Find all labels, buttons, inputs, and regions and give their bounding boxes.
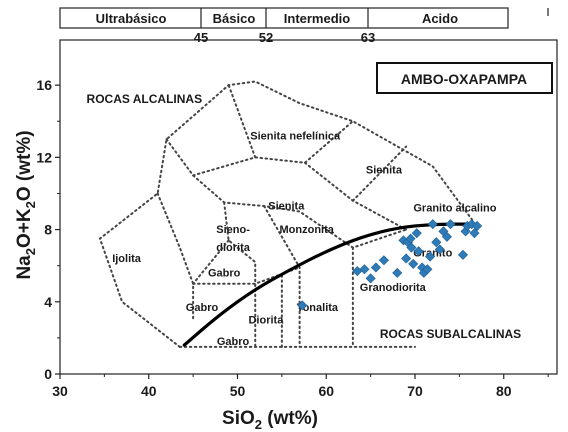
data-point [392,267,403,278]
data-point [378,255,389,266]
title-frame [376,62,553,94]
top-scale-label: Acido [422,11,458,26]
y-axis-label: Na2O+K2O (wt%) [14,130,38,279]
y-tick-label: 0 [44,366,52,382]
divider-curve [182,222,470,347]
region-label: diorita [216,242,250,254]
data-point [457,249,468,260]
y-tick-label: 12 [36,149,52,165]
field-boundary [227,84,257,159]
x-tick-label: 60 [318,383,334,399]
data-point [460,226,471,237]
data-point [401,253,412,264]
x-axis-label: SiO2 (wt%) [222,408,318,432]
region-label: Sienita [268,201,305,213]
region-label: Gabro [217,336,250,348]
data-point [365,273,376,284]
region-label: ROCAS ALCALINAS [87,92,203,106]
top-scale-label: Básico [213,11,256,26]
field-boundary [223,201,257,348]
data-point [445,219,456,230]
data-point [422,264,433,275]
region-label: Granito alcalino [413,203,496,215]
boundary-label: 52 [259,30,273,45]
x-tick-label: 50 [230,383,246,399]
data-point [297,300,308,311]
y-tick-label: 4 [44,294,52,310]
data-point [466,219,477,230]
x-tick-label: 80 [496,383,512,399]
region-label: Sieno- [216,224,250,236]
data-point [406,242,417,253]
title-box: AMBO-OXAPAMPA [376,62,553,94]
region-label: Monzonita [280,224,335,236]
data-point [405,233,416,244]
data-point [427,219,438,230]
top-scale: Ultrabásico Básico Intermedio Acido 45 5… [59,7,509,45]
region-label: Ijolita [112,253,142,265]
field-boundary [192,266,301,285]
data-point [434,244,445,255]
data-point [472,220,483,231]
region-label: Gabro [186,302,219,314]
top-scale-label: Intermedio [284,11,351,26]
top-scale-frame [59,7,509,29]
x-tick-label: 70 [407,383,423,399]
data-point [441,231,452,242]
data-point [352,266,363,277]
top-scale-label: Ultrabásico [96,11,167,26]
region-label: Tonalita [297,302,339,314]
data-point [413,246,424,257]
alkaline-subalkaline-curve [182,222,470,347]
y-tick-label: 16 [36,77,52,93]
x-tick-label: 40 [141,383,157,399]
region-label: Sienita nefelínica [250,130,341,142]
y-tick-label: 8 [44,222,52,238]
data-points [297,219,483,311]
data-point [359,264,370,275]
region-label: Sienita [366,165,403,177]
region-label: Gabro [208,268,241,280]
field-boundary [263,205,301,348]
data-point [370,262,381,273]
x-tick-label: 30 [52,383,68,399]
data-point [469,228,480,239]
region-label: Granodiorita [360,282,427,294]
data-point [408,258,419,269]
data-point [431,237,442,248]
plot-frame [59,39,558,375]
boundary-label: 63 [361,30,375,45]
chart-title: AMBO-OXAPAMPA [401,71,527,87]
data-point [411,228,422,239]
field-boundaries [98,80,474,348]
field-boundary [192,239,230,285]
region-labels: ROCAS ALCALINAS ROCAS SUBALCALINAS Sienita… [87,92,522,348]
data-point [425,251,436,262]
field-boundary [192,120,354,177]
field-boundary [156,192,195,321]
axes: 30 40 50 60 70 80 0 4 8 12 16 [36,77,549,399]
region-label: ROCAS SUBALCALINAS [380,327,521,341]
region-label: Diorita [248,314,284,326]
boundary-label: 45 [194,30,208,45]
